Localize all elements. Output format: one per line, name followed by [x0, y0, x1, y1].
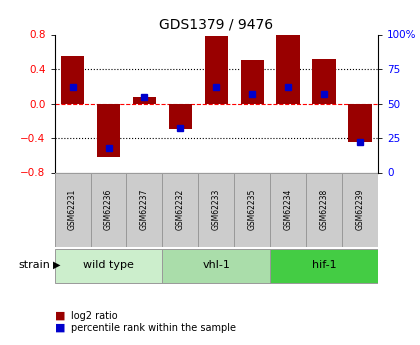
Text: GSM62236: GSM62236 [104, 189, 113, 230]
Bar [61, 56, 84, 104]
Text: GSM62235: GSM62235 [248, 189, 257, 230]
Bar [163, 248, 270, 283]
Bar [312, 59, 336, 104]
Text: percentile rank within the sample: percentile rank within the sample [71, 323, 236, 333]
Text: GSM62237: GSM62237 [140, 189, 149, 230]
Bar [234, 172, 270, 247]
Bar [55, 248, 163, 283]
Title: GDS1379 / 9476: GDS1379 / 9476 [159, 18, 273, 32]
Text: ■: ■ [55, 323, 65, 333]
Text: GSM62232: GSM62232 [176, 189, 185, 230]
Text: ▶: ▶ [52, 260, 60, 270]
Text: log2 ratio: log2 ratio [71, 311, 118, 321]
Bar [241, 60, 264, 104]
Text: GSM62238: GSM62238 [320, 189, 328, 230]
Bar [169, 104, 192, 129]
Text: ■: ■ [55, 311, 65, 321]
Bar [270, 248, 378, 283]
Bar [126, 172, 163, 247]
Text: GSM62239: GSM62239 [356, 189, 365, 230]
Bar [163, 172, 198, 247]
Bar [91, 172, 126, 247]
Bar [342, 172, 378, 247]
Text: GSM62233: GSM62233 [212, 189, 221, 230]
Bar [133, 97, 156, 104]
Text: GSM62231: GSM62231 [68, 189, 77, 230]
Bar [97, 104, 120, 157]
Bar [276, 36, 300, 104]
Bar [270, 172, 306, 247]
Bar [55, 172, 91, 247]
Bar [348, 104, 372, 142]
Bar [306, 172, 342, 247]
Text: wild type: wild type [83, 260, 134, 270]
Bar [198, 172, 234, 247]
Text: GSM62234: GSM62234 [284, 189, 293, 230]
Text: vhl-1: vhl-1 [202, 260, 230, 270]
Text: hif-1: hif-1 [312, 260, 336, 270]
Text: strain: strain [18, 260, 50, 270]
Bar [205, 36, 228, 104]
